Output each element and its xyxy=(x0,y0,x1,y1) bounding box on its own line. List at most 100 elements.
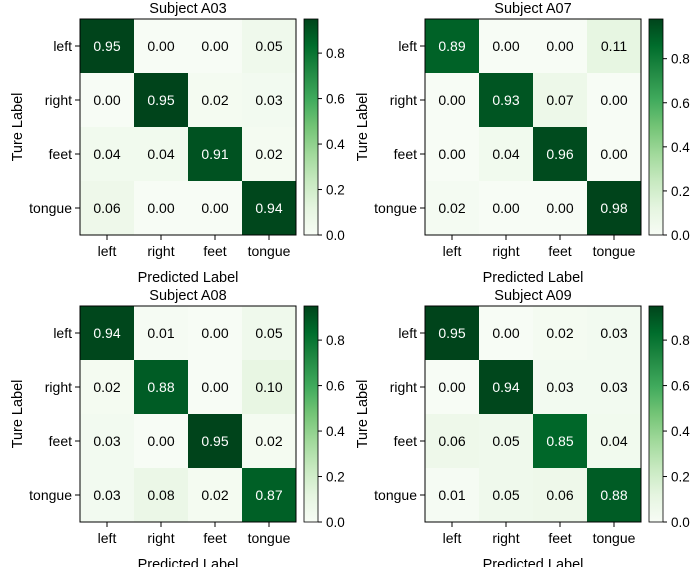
cell-value-label: 0.95 xyxy=(438,325,465,341)
y-tick-label: feet xyxy=(49,146,72,162)
colorbar-tick-label: 0.4 xyxy=(671,424,690,439)
cell-value-label: 0.00 xyxy=(600,92,627,108)
confusion-matrix-panel-1: Subject A03 0.95 0.00 0.00 0.05 0.00 0.95 0.02 0… xyxy=(10,1,345,286)
cell-value-label: 0.87 xyxy=(255,487,282,503)
heatmap-cell xyxy=(425,127,480,182)
y-tick-label: feet xyxy=(394,433,417,449)
heatmap-cell xyxy=(425,181,480,236)
plot-frame xyxy=(424,305,642,523)
heatmap-cell xyxy=(134,19,189,74)
heatmap-cell xyxy=(479,127,534,182)
cell-value-label: 0.03 xyxy=(600,325,627,341)
cell-value-label: 0.02 xyxy=(201,92,228,108)
x-tick-label: right xyxy=(492,243,519,259)
cell-value-label: 0.00 xyxy=(546,200,573,216)
heatmap-cell xyxy=(80,306,135,361)
heatmap-cell xyxy=(425,19,480,74)
heatmap-cell xyxy=(425,306,480,361)
cell-value-label: 0.93 xyxy=(492,92,519,108)
heatmap-cell xyxy=(188,306,243,361)
heatmap-cell xyxy=(533,127,588,182)
colorbar-tick-label: 0.2 xyxy=(326,183,345,198)
heatmap-cell xyxy=(242,360,297,415)
cell-value-label: 0.00 xyxy=(600,146,627,162)
y-tick-label: tongue xyxy=(374,200,417,216)
confusion-matrix-panel-4: Subject A09 0.95 0.00 0.02 0.03 0.00 0.94 0.03 0… xyxy=(355,288,690,567)
x-axis-label: Predicted Label xyxy=(483,270,584,286)
heatmap-cell xyxy=(242,127,297,182)
heatmap-cell xyxy=(134,127,189,182)
heatmap-cell xyxy=(80,19,135,74)
colorbar-tick-label: 0.2 xyxy=(671,470,690,485)
cell-value-label: 0.94 xyxy=(255,200,282,216)
heatmap-cell xyxy=(533,19,588,74)
heatmap-cell xyxy=(479,468,534,523)
colorbar-tick-label: 0.8 xyxy=(671,52,690,67)
cell-value-label: 0.04 xyxy=(600,433,627,449)
x-tick-label: feet xyxy=(203,243,226,259)
x-tick-label: right xyxy=(147,530,174,546)
confusion-matrix-panel-3: Subject A08 0.94 0.01 0.00 0.05 0.02 0.88 0.00 0… xyxy=(10,288,345,567)
y-tick-label: tongue xyxy=(29,487,72,503)
cell-value-label: 0.05 xyxy=(492,433,519,449)
cell-value-label: 0.06 xyxy=(93,200,120,216)
y-tick-label: left xyxy=(398,325,417,341)
cell-value-label: 0.01 xyxy=(147,325,174,341)
x-tick-label: tongue xyxy=(248,243,291,259)
panel-title: Subject A09 xyxy=(494,288,571,304)
y-tick-label: right xyxy=(390,92,417,108)
heatmap-cell xyxy=(242,468,297,523)
plot-frame xyxy=(79,18,297,236)
heatmap-cell xyxy=(587,360,642,415)
cell-value-label: 0.03 xyxy=(93,487,120,503)
cell-value-label: 0.03 xyxy=(93,433,120,449)
cell-value-label: 0.08 xyxy=(147,487,174,503)
heatmap-cell xyxy=(587,19,642,74)
cell-value-label: 0.04 xyxy=(93,146,120,162)
cell-value-label: 0.05 xyxy=(255,38,282,54)
cell-value-label: 0.02 xyxy=(201,487,228,503)
colorbar xyxy=(648,305,664,523)
heatmap-cell xyxy=(242,181,297,236)
cell-value-label: 0.00 xyxy=(492,325,519,341)
y-tick-label: feet xyxy=(49,433,72,449)
heatmap-cell xyxy=(80,127,135,182)
cell-value-label: 0.95 xyxy=(147,92,174,108)
y-tick-label: tongue xyxy=(374,487,417,503)
cell-value-label: 0.96 xyxy=(546,146,573,162)
x-tick-label: tongue xyxy=(593,243,636,259)
cell-value-label: 0.01 xyxy=(438,487,465,503)
heatmap-cell xyxy=(533,306,588,361)
cell-value-label: 0.06 xyxy=(546,487,573,503)
cell-value-label: 0.04 xyxy=(492,146,519,162)
heatmap-cell xyxy=(479,414,534,469)
heatmap-cell xyxy=(188,468,243,523)
colorbar xyxy=(303,18,319,236)
plot-frame xyxy=(79,305,297,523)
y-tick-label: left xyxy=(398,38,417,54)
x-tick-label: left xyxy=(443,243,462,259)
cell-value-label: 0.11 xyxy=(601,38,627,54)
cell-value-label: 0.00 xyxy=(147,433,174,449)
heatmap-cell xyxy=(80,73,135,128)
cell-value-label: 0.95 xyxy=(201,433,228,449)
cell-value-label: 0.98 xyxy=(600,200,627,216)
heatmap-cell xyxy=(242,73,297,128)
colorbar-tick-label: 0.8 xyxy=(326,46,345,61)
colorbar xyxy=(303,305,319,523)
heatmap-cell xyxy=(533,360,588,415)
heatmap-cell xyxy=(188,127,243,182)
cell-value-label: 0.02 xyxy=(438,200,465,216)
x-tick-label: tongue xyxy=(593,530,636,546)
cell-value-label: 0.00 xyxy=(438,146,465,162)
heatmap-cell xyxy=(587,414,642,469)
heatmap-cell xyxy=(134,73,189,128)
y-tick-label: feet xyxy=(394,146,417,162)
y-tick-label: right xyxy=(45,92,72,108)
y-tick-label: left xyxy=(53,325,72,341)
cell-value-label: 0.00 xyxy=(147,38,174,54)
heatmap-cell xyxy=(587,306,642,361)
colorbar xyxy=(648,18,664,236)
cell-value-label: 0.85 xyxy=(546,433,573,449)
heatmap-cell xyxy=(479,360,534,415)
